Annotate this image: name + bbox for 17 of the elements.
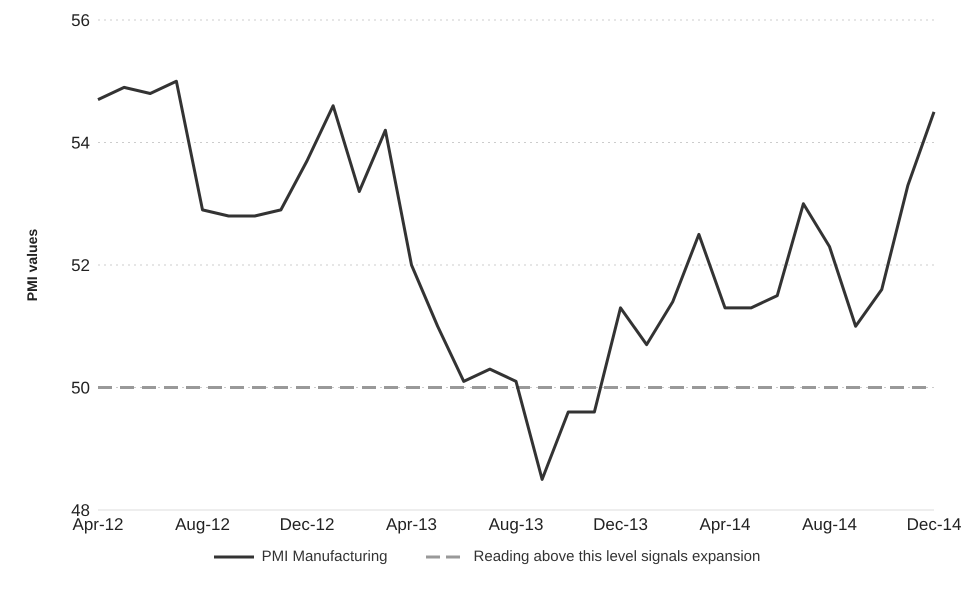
x-tick-label: Apr-14: [699, 515, 751, 534]
y-tick-label: 52: [71, 256, 90, 276]
x-tick-label: Aug-13: [488, 515, 544, 534]
y-axis-title: PMI values: [24, 228, 40, 302]
y-tick-label: 50: [71, 378, 90, 398]
line-series: [96, 80, 936, 481]
x-tick-label: Dec-13: [593, 515, 648, 534]
legend-label: Reading above this level signals expansion: [474, 548, 760, 565]
x-tick-label: Apr-13: [386, 515, 438, 534]
x-tick-label: Aug-12: [175, 515, 230, 534]
y-tick-label: 56: [71, 11, 90, 30]
x-tick-label: Aug-14: [802, 515, 857, 534]
x-tick-label: Dec-12: [280, 515, 334, 534]
x-tick-label: Apr-12: [72, 515, 124, 534]
y-tick-label: 54: [71, 134, 90, 153]
legend-label: PMI Manufacturing: [262, 548, 388, 565]
x-tick-label: Dec-14: [906, 515, 962, 534]
